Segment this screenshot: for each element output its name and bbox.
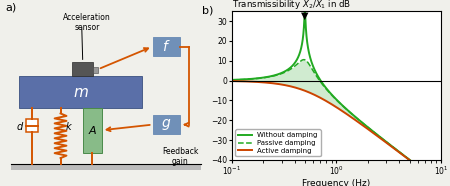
Bar — [72, 62, 93, 76]
X-axis label: Frequency (Hz): Frequency (Hz) — [302, 179, 370, 186]
Text: Acceleration
sensor: Acceleration sensor — [63, 13, 111, 32]
Bar — [26, 119, 38, 132]
Text: $k$: $k$ — [65, 120, 73, 132]
Text: Feedback
gain: Feedback gain — [162, 147, 198, 166]
Text: $A$: $A$ — [88, 124, 97, 136]
Text: Transmissibility $X_2/X_1$ in dB: Transmissibility $X_2/X_1$ in dB — [232, 0, 351, 11]
Bar — [153, 37, 180, 56]
Legend: Without damping, Passive damping, Active damping: Without damping, Passive damping, Active… — [235, 129, 320, 156]
Bar — [93, 67, 98, 73]
Bar — [19, 76, 142, 108]
Bar — [153, 115, 180, 134]
Text: $g$: $g$ — [161, 117, 171, 132]
Text: $d$: $d$ — [16, 120, 24, 132]
Text: $m$: $m$ — [73, 85, 89, 100]
Text: a): a) — [5, 3, 17, 13]
Text: ▼: ▼ — [301, 11, 309, 21]
Text: b): b) — [202, 5, 214, 15]
Bar — [83, 108, 102, 153]
Text: $f$: $f$ — [162, 39, 171, 54]
